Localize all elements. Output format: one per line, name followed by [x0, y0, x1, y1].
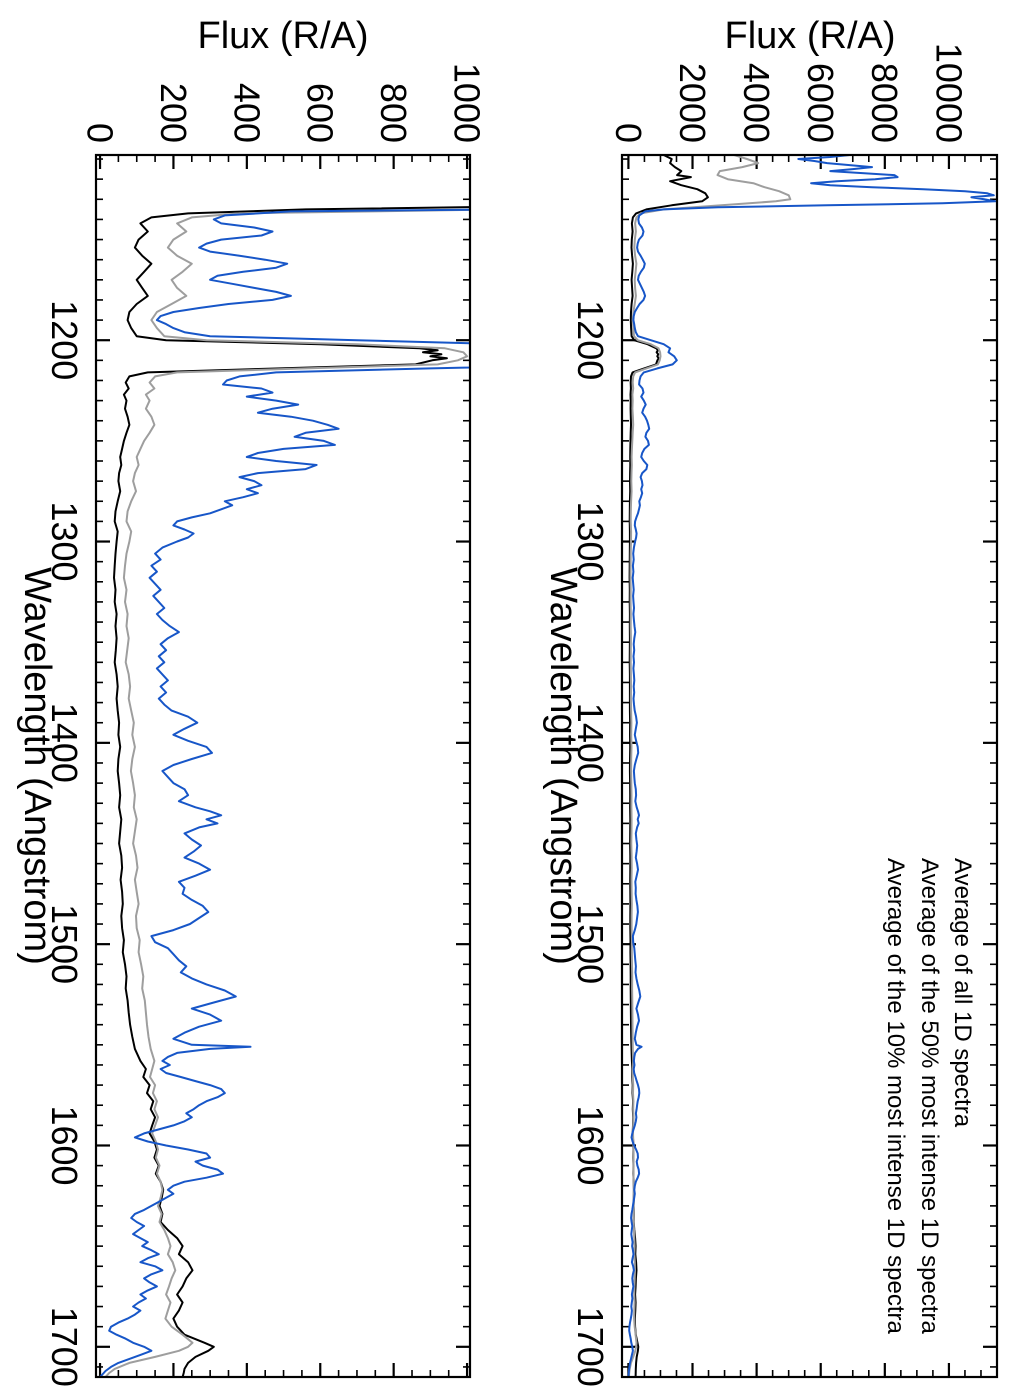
- flux-tick-label: 0: [608, 123, 649, 143]
- panel-bottom-frame: [94, 153, 472, 1379]
- flux-tick-label: 800: [373, 83, 414, 143]
- panel-bottom-curves: [99, 155, 470, 1377]
- flux-tick-label: 6000: [800, 63, 841, 143]
- wavelength-tick-label: 1500: [44, 904, 85, 984]
- series-average-all: [113, 155, 470, 1377]
- wavelength-tick-label: 1400: [44, 703, 85, 783]
- panel-bottom-wavelength-tick-labels: 1200 1300 1400 1500 1600 1700: [44, 300, 85, 1387]
- legend: Average of all 1D spectra Average of the…: [882, 858, 976, 1334]
- flux-tick-label: 4000: [736, 63, 777, 143]
- flux-tick-label: 600: [300, 83, 341, 143]
- series-average-all: [628, 155, 709, 1377]
- panel-bottom: 0 200 400 600 800 1000 1200 1300 1400 1500 1600 17…: [16, 15, 487, 1387]
- panel-top-wavelength-tick-labels: 1200 1300 1400 1500 1600 1700: [570, 300, 611, 1387]
- wavelength-tick-label: 1700: [44, 1307, 85, 1387]
- flux-tick-label: 10000: [928, 43, 969, 143]
- flux-tick-label: 8000: [864, 63, 905, 143]
- panel-top-y-axis-title: Flux (R/A): [725, 15, 896, 57]
- panel-top-frame: [620, 153, 999, 1379]
- panel-top-curves: [627, 155, 997, 1377]
- panel-top: 0 2000 4000 6000 8000 10000 12001300140015001…: [542, 15, 999, 1387]
- legend-entry-average-all: Average of all 1D spectra: [949, 858, 976, 1128]
- legend-entry-average-50pct: Average of the 50% most intense 1D spect…: [916, 858, 943, 1334]
- legend-entry-average-10pct: Average of the 10% most intense 1D spect…: [882, 858, 909, 1334]
- flux-tick-label: 1000: [446, 63, 487, 143]
- series-average-50pct: [104, 155, 470, 1377]
- wavelength-tick-label: 1600: [44, 1105, 85, 1185]
- wavelength-tick-label: 1300: [44, 501, 85, 581]
- flux-tick-label: 2000: [672, 63, 713, 143]
- panel-bottom-y-axis-title: Flux (R/A): [198, 15, 369, 57]
- panel-bottom-x-axis-title: Wavelength (Angstrom): [16, 567, 58, 965]
- flux-tick-label: 0: [79, 123, 120, 143]
- series-average-10pct: [99, 155, 470, 1377]
- panel-bottom-flux-tick-labels: 0 200 400 600 800 1000: [79, 63, 487, 143]
- series-average-10pct: [627, 155, 997, 1377]
- panel-top-x-axis-title: Wavelength (Angstrom): [542, 567, 584, 965]
- wavelength-tick-label: 1200: [44, 300, 85, 380]
- flux-tick-label: 400: [226, 83, 267, 143]
- wavelength-tick-label: 1700: [570, 1307, 611, 1387]
- wavelength-tick-label: 1600: [570, 1105, 611, 1185]
- series-average-50pct: [627, 155, 792, 1377]
- panel-top-flux-tick-labels: 0 2000 4000 6000 8000 10000: [608, 43, 970, 143]
- wavelength-tick-label: 1200: [570, 300, 611, 380]
- wavelength-tick-label: 1500: [570, 904, 611, 984]
- wavelength-tick-label: 1400: [570, 703, 611, 783]
- wavelength-tick-label: 1300: [570, 501, 611, 581]
- panel-bottom-ticks: [96, 155, 470, 1377]
- flux-tick-label: 200: [153, 83, 194, 143]
